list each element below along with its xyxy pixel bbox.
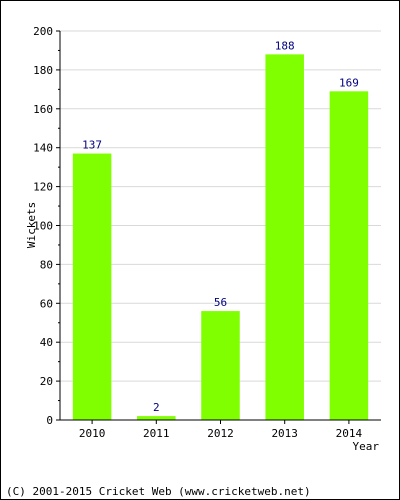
bar-value-label: 137 bbox=[82, 139, 102, 152]
y-axis-title: Wickets bbox=[25, 202, 38, 248]
x-tick-labels: 2010 2011 2012 2013 2014 bbox=[79, 427, 363, 440]
y-tick-label: 160 bbox=[33, 103, 53, 116]
y-tick-label: 0 bbox=[46, 414, 53, 427]
bar bbox=[201, 311, 240, 420]
bars bbox=[72, 54, 369, 421]
y-tick-label: 100 bbox=[33, 220, 53, 233]
y-tick-label: 180 bbox=[33, 64, 53, 77]
y-tick-labels: 0 20 40 60 80 100 120 140 160 180 200 bbox=[33, 25, 53, 427]
x-tick-label: 2010 bbox=[79, 427, 106, 440]
x-tick-label: 2013 bbox=[271, 427, 298, 440]
x-tick-label: 2014 bbox=[336, 427, 363, 440]
data-labels: 137 2 56 188 169 bbox=[82, 39, 359, 414]
y-tick-label: 60 bbox=[40, 297, 53, 310]
bar bbox=[265, 54, 304, 421]
x-tick-label: 2011 bbox=[143, 427, 170, 440]
bar-value-label: 188 bbox=[275, 39, 295, 52]
bar bbox=[72, 153, 112, 420]
bar-value-label: 169 bbox=[339, 76, 359, 89]
gridlines bbox=[60, 30, 381, 382]
y-tick-label: 120 bbox=[33, 181, 53, 194]
bar bbox=[329, 91, 369, 421]
y-tick-label: 40 bbox=[40, 336, 53, 349]
x-tick-label: 2012 bbox=[207, 427, 234, 440]
y-tick-label: 200 bbox=[33, 25, 53, 38]
bar bbox=[137, 416, 176, 420]
y-tick-label: 20 bbox=[40, 375, 53, 388]
y-tick-label: 80 bbox=[40, 258, 53, 271]
y-tick-label: 140 bbox=[33, 142, 53, 155]
bar-value-label: 2 bbox=[153, 401, 160, 414]
axes bbox=[56, 30, 381, 424]
x-axis-title: Year bbox=[353, 440, 380, 453]
copyright-footer: (C) 2001-2015 Cricket Web (www.cricketwe… bbox=[6, 485, 311, 498]
bar-value-label: 56 bbox=[214, 296, 227, 309]
